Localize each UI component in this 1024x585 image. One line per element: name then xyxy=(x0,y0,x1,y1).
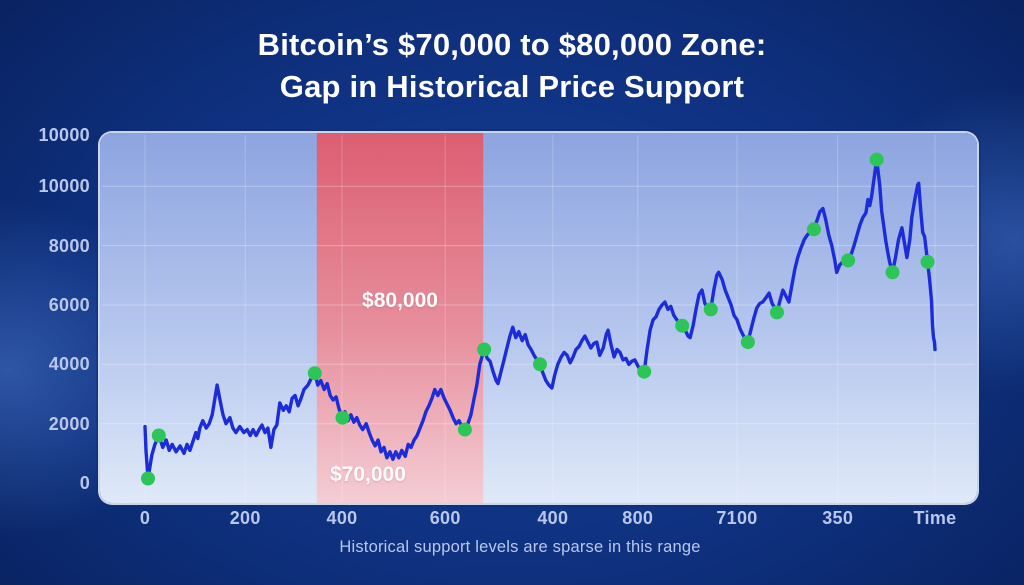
y-tick-label: 4000 xyxy=(48,354,90,375)
x-tick-label: 350 xyxy=(822,508,854,528)
x-tick-label: 0 xyxy=(139,508,151,528)
y-tick-label: 2000 xyxy=(48,413,90,434)
support-marker xyxy=(151,428,166,443)
support-marker xyxy=(807,222,821,237)
y-tick-label: 10000 xyxy=(38,176,90,197)
support-marker xyxy=(307,366,322,381)
chart-title: Bitcoin’s $70,000 to $80,000 Zone: Gap i… xyxy=(0,24,1024,108)
chart-caption: Historical support levels are sparse in … xyxy=(339,538,701,556)
support-marker xyxy=(675,318,690,333)
chart-title-line1: Bitcoin’s $70,000 to $80,000 Zone: xyxy=(257,27,767,62)
y-tick-label: 8000 xyxy=(48,235,90,256)
x-tick-label: 600 xyxy=(429,508,461,528)
support-marker xyxy=(637,364,652,379)
support-marker xyxy=(885,265,900,280)
zone-upper-price-label: $80,000 xyxy=(362,289,438,312)
support-marker xyxy=(533,357,547,372)
chart-title-line2: Gap in Historical Price Support xyxy=(279,68,745,104)
support-marker xyxy=(920,254,935,269)
support-marker xyxy=(740,335,755,350)
support-marker xyxy=(869,152,884,167)
support-marker xyxy=(457,422,472,437)
x-tick-label: 800 xyxy=(622,508,654,528)
price-zone-band xyxy=(316,133,484,503)
support-marker xyxy=(841,253,856,268)
support-marker xyxy=(477,342,492,357)
support-marker xyxy=(141,471,155,486)
support-marker xyxy=(770,305,784,320)
x-tick-label: 400 xyxy=(326,508,358,528)
chart-plot-area: $80,000 $70,000 xyxy=(100,133,977,503)
y-tick-label: 0 xyxy=(79,473,90,493)
x-tick-label: 400 xyxy=(537,508,569,528)
x-tick-label: 7100 xyxy=(716,508,758,528)
y-tick-label: 6000 xyxy=(48,294,90,315)
line-chart-svg xyxy=(102,133,975,503)
y-tick-label: 10000 xyxy=(38,124,90,145)
x-axis-title: Time xyxy=(913,508,957,528)
support-marker xyxy=(335,410,350,425)
support-marker xyxy=(703,302,718,317)
zone-lower-price-label: $70,000 xyxy=(330,463,406,486)
price-line xyxy=(143,157,937,481)
x-tick-label: 200 xyxy=(229,508,261,528)
